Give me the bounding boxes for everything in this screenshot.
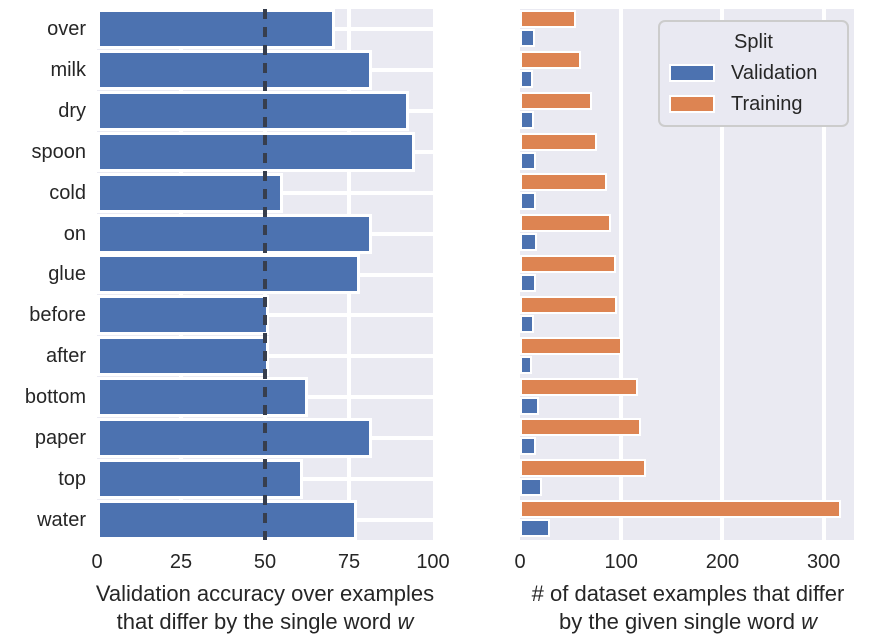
validation-swatch-icon: [669, 64, 715, 82]
validation-accuracy-bar: [97, 254, 361, 295]
validation-accuracy-bar: [97, 213, 372, 254]
training-count-bar: [520, 255, 617, 274]
legend-item-training: Training: [669, 93, 847, 115]
legend-title: Split: [734, 31, 773, 53]
validation-count-bar: [520, 396, 540, 415]
legend-label-validation: Validation: [731, 62, 818, 84]
category-label: water: [37, 508, 86, 531]
x-tick-label: 200: [705, 551, 740, 573]
category-label: on: [63, 222, 86, 245]
validation-count-bar: [520, 274, 537, 293]
training-count-bar: [520, 377, 639, 396]
right-caption-word-w: w: [801, 609, 818, 634]
validation-accuracy-bar: [97, 91, 409, 132]
right-caption-line1: # of dataset examples that differ: [531, 581, 845, 606]
validation-count-bar: [520, 478, 543, 497]
training-count-bar: [520, 132, 597, 151]
training-count-bar: [520, 214, 612, 233]
validation-count-bar: [520, 29, 536, 47]
category-label: paper: [34, 426, 86, 449]
legend-label-training: Training: [731, 93, 803, 115]
left-caption-line1: Validation accuracy over examples: [95, 581, 435, 606]
validation-accuracy-bar: [97, 499, 357, 540]
training-count-bar: [520, 295, 618, 314]
training-count-bar: [520, 459, 647, 478]
training-count-bar: [520, 418, 642, 437]
category-label: after: [45, 345, 86, 368]
x-tick-label: 50: [253, 551, 277, 573]
legend: Split Validation Training: [658, 20, 849, 127]
x-tick-label: 25: [169, 551, 193, 573]
gridline-vertical: [619, 9, 624, 540]
x-tick-label: 0: [91, 551, 103, 573]
training-count-bar: [520, 50, 581, 69]
training-count-bar: [520, 173, 607, 192]
validation-count-bar: [520, 192, 537, 211]
training-count-bar: [520, 91, 592, 110]
category-label: cold: [49, 181, 86, 204]
right-caption-line2: by the given single word: [558, 609, 802, 634]
left-caption-line2: that differ by the single word: [116, 609, 398, 634]
validation-count-bar: [520, 233, 538, 252]
validation-accuracy-bar: [97, 417, 372, 458]
category-label: top: [58, 467, 86, 490]
gridline-vertical: [821, 9, 826, 540]
category-label: bottom: [24, 386, 86, 409]
validation-count-bar: [520, 519, 551, 538]
category-label: glue: [48, 263, 86, 286]
category-label: milk: [50, 59, 86, 82]
validation-accuracy-bar: [97, 172, 283, 213]
category-label: before: [29, 304, 86, 327]
validation-count-bar: [520, 437, 537, 456]
validation-accuracy-bar: [97, 458, 303, 499]
training-swatch-icon: [669, 95, 715, 113]
x-tick-label: 300: [806, 551, 841, 573]
category-label: spoon: [31, 140, 87, 163]
validation-accuracy-bar: [97, 9, 335, 50]
validation-accuracy-bar: [97, 377, 308, 417]
validation-count-bar: [520, 69, 534, 88]
validation-accuracy-bar: [97, 336, 270, 377]
validation-count-bar: [520, 110, 535, 129]
validation-accuracy-bar: [97, 295, 270, 336]
legend-item-validation: Validation: [669, 62, 847, 84]
validation-count-bar: [520, 151, 537, 170]
chance-level-reference-line: [263, 9, 267, 540]
left-chart-plot-area: [97, 9, 433, 540]
right-axis-caption: # of dataset examples that differ by the…: [494, 580, 882, 636]
x-tick-label: 100: [416, 551, 450, 573]
training-count-bar: [520, 10, 576, 28]
training-count-bar: [520, 336, 623, 355]
validation-accuracy-bar: [97, 131, 416, 172]
category-label: over: [47, 18, 86, 41]
x-tick-label: 0: [514, 551, 526, 573]
gridline-vertical: [720, 9, 725, 540]
validation-count-bar: [520, 314, 535, 333]
category-label: dry: [58, 100, 86, 123]
left-axis-caption: Validation accuracy over examples that d…: [68, 580, 462, 636]
left-caption-word-w: w: [397, 609, 414, 634]
validation-accuracy-bar: [97, 50, 372, 91]
training-count-bar: [520, 500, 841, 519]
validation-count-bar: [520, 355, 533, 374]
x-tick-label: 100: [604, 551, 638, 573]
x-tick-label: 75: [337, 551, 361, 573]
